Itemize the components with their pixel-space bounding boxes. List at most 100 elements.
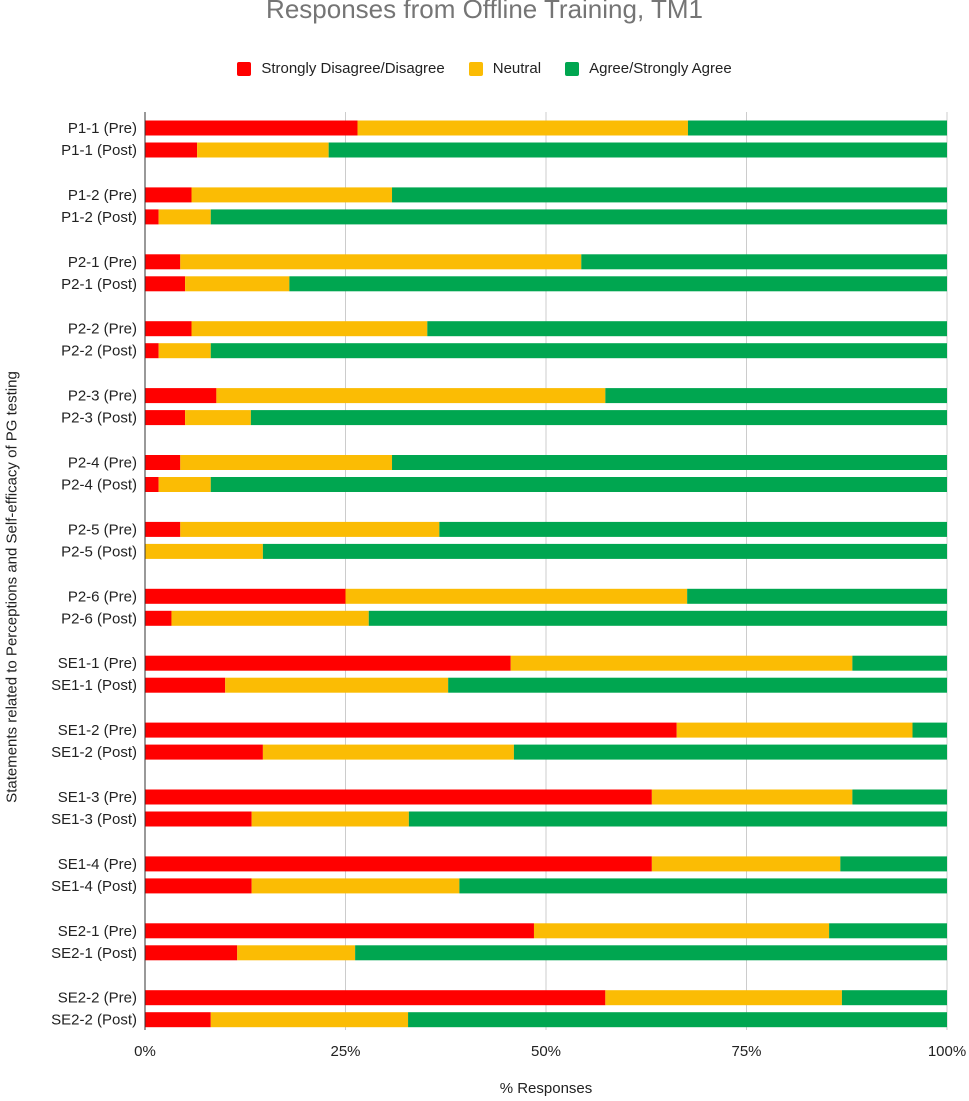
legend: Strongly Disagree/Disagree Neutral Agree…: [0, 60, 969, 77]
bar-segment-disagree: [145, 209, 159, 225]
y-tick-label: P2-5 (Post): [61, 543, 137, 560]
bar-segment-agree: [427, 321, 948, 337]
legend-label-neutral: Neutral: [492, 60, 542, 77]
bar-segment-neutral: [191, 321, 428, 337]
bar-segment-neutral: [180, 521, 440, 537]
bar-segment-disagree: [145, 343, 159, 359]
bar-segment-neutral: [197, 142, 329, 158]
bar-segment-neutral: [158, 343, 211, 359]
bar-segment-disagree: [145, 878, 252, 894]
y-tick-label: P2-4 (Pre): [68, 455, 137, 472]
bar-segment-neutral: [180, 254, 582, 270]
y-tick-label: P2-6 (Post): [61, 610, 137, 627]
bar-segment-agree: [328, 142, 948, 158]
y-tick-label: SE2-1 (Post): [51, 945, 137, 962]
y-tick-label: P2-2 (Pre): [68, 321, 137, 338]
bar-segment-disagree: [145, 923, 534, 939]
bar-segment-disagree: [145, 120, 358, 136]
chart-title: Responses from Offline Training, TM1: [266, 0, 703, 24]
y-tick-label: P2-4 (Post): [61, 477, 137, 494]
y-tick-label: SE1-4 (Pre): [58, 856, 137, 873]
bar-segment-disagree: [145, 455, 181, 470]
bar-segment-disagree: [145, 477, 159, 492]
y-tick-label: SE1-3 (Post): [51, 811, 137, 828]
bar-segment-disagree: [145, 655, 511, 671]
bar-segment-agree: [459, 878, 947, 894]
bar-segment-agree: [687, 588, 947, 604]
bar-segment-neutral: [345, 588, 688, 604]
legend-item-disagree: Strongly Disagree/Disagree: [237, 60, 445, 77]
y-axis-title: Statements related to Perceptions and Se…: [3, 371, 21, 803]
bar-segment-agree: [289, 276, 947, 292]
bar-segment-neutral: [251, 811, 409, 827]
bar-segment-disagree: [145, 789, 652, 805]
bar-segment-agree: [408, 811, 947, 827]
y-tick-label: P2-5 (Pre): [68, 521, 137, 538]
bar-segment-agree: [250, 410, 947, 426]
bar-segment-neutral: [171, 610, 369, 626]
y-tick-label: P2-3 (Post): [61, 410, 137, 427]
bar-segment-agree: [581, 254, 947, 270]
y-tick-label: SE1-1 (Post): [51, 677, 137, 694]
y-tick-label: P1-1 (Post): [61, 142, 137, 159]
bar-segment-agree: [262, 543, 947, 559]
y-tick-label: SE1-4 (Post): [51, 878, 137, 895]
bar-segment-agree: [840, 856, 947, 872]
bar-segment-neutral: [262, 744, 514, 760]
y-tick-label: P1-1 (Pre): [68, 120, 137, 137]
bar-segment-disagree: [145, 321, 192, 337]
y-tick-label: P2-6 (Pre): [68, 588, 137, 605]
bar-segment-neutral: [145, 543, 263, 559]
legend-item-agree: Agree/Strongly Agree: [565, 60, 732, 77]
bar-segment-disagree: [145, 410, 186, 426]
x-tick-label: 50%: [531, 1043, 561, 1060]
bar-segment-neutral: [158, 209, 211, 225]
bar-segment-neutral: [185, 410, 251, 426]
bar-segment-agree: [852, 655, 947, 671]
bar-segment-disagree: [145, 276, 186, 292]
bar-segment-agree: [210, 209, 947, 225]
y-tick-label: SE2-1 (Pre): [58, 923, 137, 940]
y-tick-label: P2-1 (Pre): [68, 254, 137, 271]
bar-segment-disagree: [145, 945, 238, 961]
legend-label-disagree: Strongly Disagree/Disagree: [261, 60, 445, 77]
bar-segment-neutral: [185, 276, 290, 292]
bar-segment-agree: [210, 477, 947, 492]
y-tick-label: SE1-1 (Pre): [58, 655, 137, 672]
y-tick-label: SE1-2 (Post): [51, 744, 137, 761]
y-tick-label: SE1-2 (Pre): [58, 722, 137, 739]
bar-segment-neutral: [651, 856, 841, 872]
bar-segment-disagree: [145, 744, 263, 760]
y-tick-label: P2-2 (Post): [61, 343, 137, 360]
bar-segment-neutral: [676, 722, 913, 738]
bar-segment-disagree: [145, 254, 181, 270]
bar-segment-agree: [912, 722, 947, 738]
bar-segment-neutral: [251, 878, 460, 894]
legend-swatch-disagree: [237, 61, 252, 76]
bar-segment-neutral: [158, 477, 211, 492]
y-tick-label: P1-2 (Post): [61, 209, 137, 226]
bar-segment-agree: [687, 120, 947, 136]
bar-segment-neutral: [357, 120, 688, 136]
bar-segment-agree: [852, 789, 947, 805]
bar-segment-agree: [408, 1012, 947, 1028]
bar-segment-agree: [829, 923, 947, 939]
bar-segment-neutral: [216, 388, 606, 404]
bar-segment-disagree: [145, 521, 181, 537]
legend-swatch-agree: [565, 61, 580, 76]
bar-segment-agree: [355, 945, 947, 961]
y-tick-label: SE2-2 (Post): [51, 1012, 137, 1029]
bar-segment-agree: [448, 677, 947, 693]
x-tick-label: 25%: [330, 1043, 360, 1060]
y-tick-label: P2-3 (Pre): [68, 388, 137, 405]
bar-segment-agree: [605, 388, 947, 404]
bar-segment-disagree: [145, 677, 226, 693]
legend-label-agree: Agree/Strongly Agree: [589, 60, 732, 77]
y-tick-label: SE2-2 (Pre): [58, 990, 137, 1007]
y-tick-label: P1-2 (Pre): [68, 187, 137, 204]
bar-segment-disagree: [145, 187, 192, 203]
bar-segment-disagree: [145, 856, 652, 872]
bar-segment-disagree: [145, 142, 198, 158]
bar-segment-neutral: [237, 945, 356, 961]
